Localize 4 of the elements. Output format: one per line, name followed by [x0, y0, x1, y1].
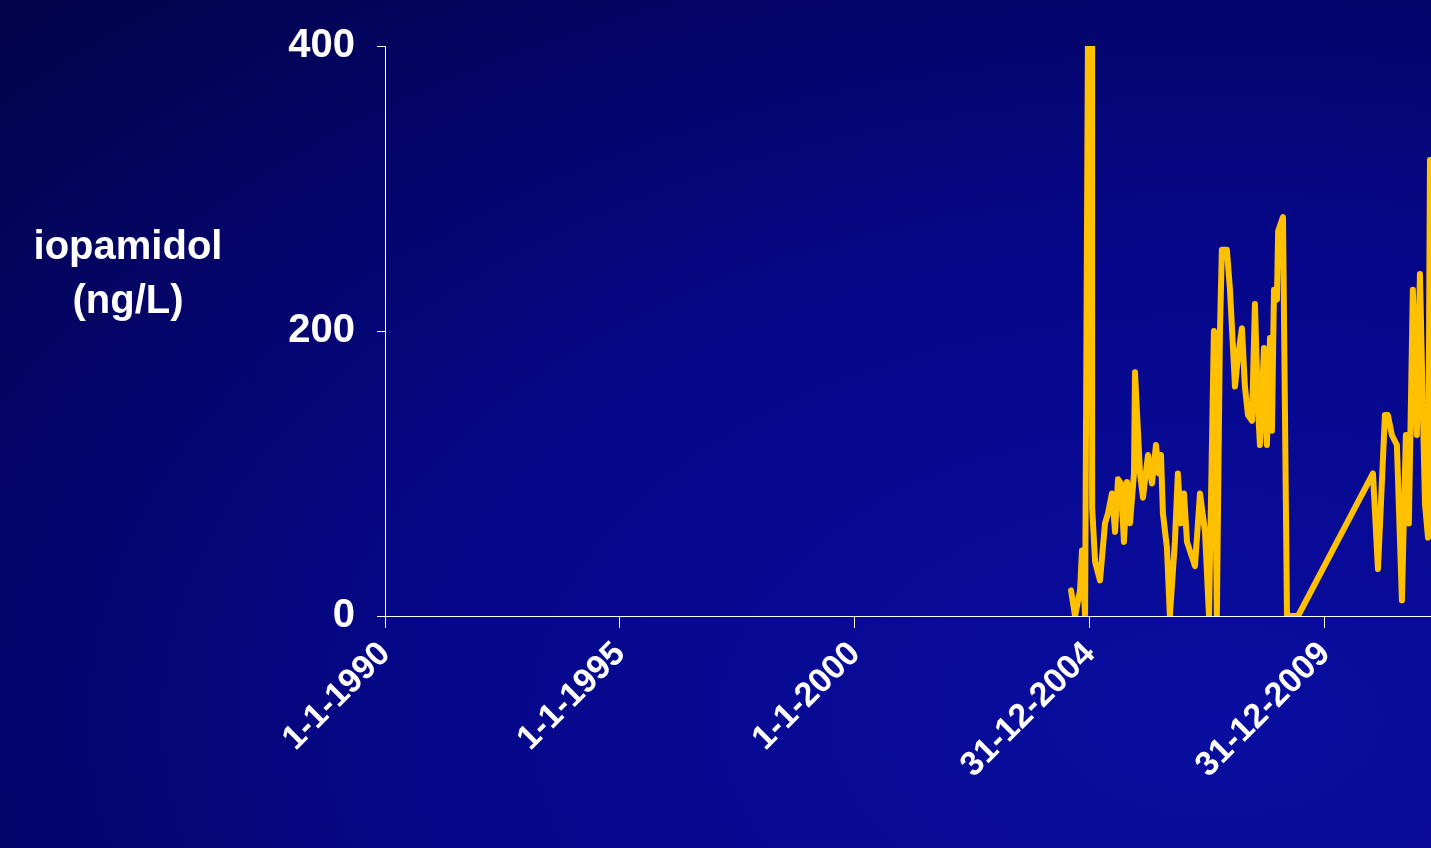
- y-tick-label: 0: [332, 591, 355, 636]
- y-tick-label: 400: [288, 21, 355, 66]
- y-tick-label: 200: [288, 306, 355, 351]
- y-axis-title: iopamidol (ng/L): [32, 222, 224, 323]
